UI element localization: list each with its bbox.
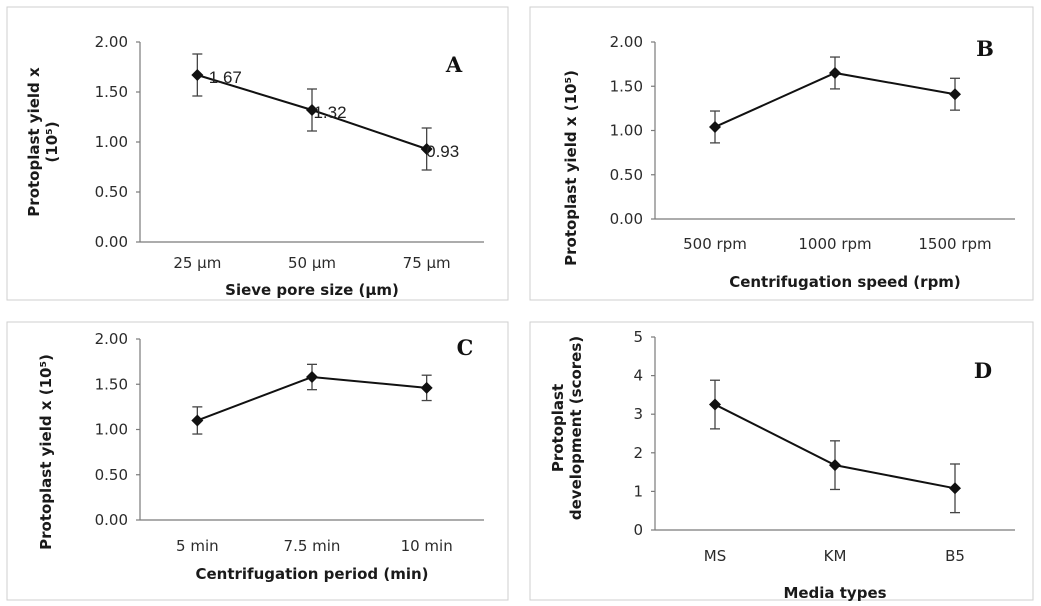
data-point — [709, 120, 721, 133]
y-tick-label: 2 — [633, 444, 643, 462]
y-tick-label: 0.50 — [95, 466, 128, 484]
panel-letter: B — [976, 36, 994, 61]
x-axis-title: Media types — [783, 584, 886, 602]
y-tick-label: 1.50 — [95, 83, 128, 101]
data-point — [949, 88, 961, 101]
panel-letter: D — [974, 358, 992, 383]
y-tick-label: 0.00 — [95, 511, 128, 529]
data-point — [829, 459, 841, 472]
panel-frame — [529, 6, 1034, 301]
y-tick-label: 0 — [633, 521, 643, 539]
y-axis-title-line: Protoplast yield x — [25, 67, 43, 217]
chart-panel-c: 0.00 0.50 1.00 1.50 2.00 5 min 7.5 min 10 min Ce… — [6, 321, 509, 601]
data-label: 1.67 — [209, 68, 242, 87]
y-tick-label: 2.00 — [610, 33, 643, 51]
data-point — [306, 104, 318, 116]
data-point — [191, 414, 204, 427]
y-tick-label: 5 — [633, 328, 643, 346]
x-tick-label: 5 min — [176, 537, 219, 555]
data-label: 1.32 — [313, 103, 346, 122]
panel-frame — [6, 6, 509, 301]
data-point — [709, 398, 721, 411]
y-tick-label: 4 — [633, 367, 643, 385]
y-axis-title: Protoplast yield x (10⁵) — [37, 354, 55, 550]
data-point — [949, 482, 961, 495]
y-axis-title: Protoplast yield x (10⁵) — [562, 70, 580, 266]
y-tick-label: 1.50 — [610, 77, 643, 95]
y-tick-label: 1.00 — [95, 421, 128, 439]
y-tick-label: 2.00 — [95, 330, 128, 348]
y-axis-title-line: Protoplast yield x (10⁵) — [37, 354, 55, 550]
x-tick-label: 7.5 min — [284, 537, 341, 555]
data-label: 0.93 — [426, 142, 459, 161]
data-point — [420, 143, 433, 155]
panel-letter: C — [457, 335, 474, 360]
y-tick-label: 0.50 — [95, 183, 128, 201]
data-point — [306, 371, 318, 384]
panel-frame — [6, 321, 509, 601]
y-tick-label: 0.00 — [610, 210, 643, 228]
y-axis-title-line: Protoplast yield x (10⁵) — [562, 70, 580, 266]
x-tick-label: MS — [704, 547, 726, 565]
data-point — [420, 381, 433, 394]
chart-panel-a: 0.00 0.50 1.00 1.50 2.00 25 µm 50 µm 75 µmSieve… — [6, 6, 509, 301]
y-axis-title: Protoplast yield x(10⁵) — [25, 67, 61, 217]
x-tick-label: 1000 rpm — [798, 235, 871, 253]
x-axis-title: Sieve pore size (µm) — [225, 281, 399, 299]
x-tick-label: 75 µm — [403, 254, 451, 272]
y-tick-label: 0.50 — [610, 166, 643, 184]
panel-letter: A — [445, 52, 463, 77]
y-tick-label: 3 — [633, 405, 643, 423]
y-tick-label: 1 — [633, 482, 643, 500]
y-axis-title-line: (10⁵) — [43, 121, 61, 162]
y-tick-label: 2.00 — [95, 33, 128, 51]
x-tick-label: 1500 rpm — [918, 235, 991, 253]
x-tick-label: 10 min — [401, 537, 453, 555]
data-point — [829, 66, 841, 79]
y-axis-title: Protoplastdevelopment (scores) — [549, 336, 585, 520]
data-point — [191, 69, 204, 81]
y-tick-label: 0.00 — [95, 233, 128, 251]
x-tick-label: KM — [824, 547, 847, 565]
x-tick-label: 50 µm — [288, 254, 336, 272]
y-tick-label: 1.00 — [95, 133, 128, 151]
x-tick-label: 25 µm — [173, 254, 221, 272]
y-axis-title-line: development (scores) — [567, 336, 585, 520]
chart-panel-b: 0.00 0.50 1.00 1.50 2.00 500 rpm 1000 rpm 1500 … — [529, 6, 1034, 301]
panel-frame — [529, 321, 1034, 601]
y-tick-label: 1.50 — [95, 375, 128, 393]
x-tick-label: 500 rpm — [683, 235, 747, 253]
x-axis-title: Centrifugation speed (rpm) — [729, 273, 961, 291]
y-tick-label: 1.00 — [610, 122, 643, 140]
x-axis-title: Centrifugation period (min) — [195, 565, 428, 583]
x-tick-label: B5 — [945, 547, 965, 565]
y-axis-title-line: Protoplast — [549, 384, 567, 472]
chart-panel-d: 0 1 2 3 4 5 MS KM B5 Media types Protoplastdevelop… — [529, 321, 1034, 602]
